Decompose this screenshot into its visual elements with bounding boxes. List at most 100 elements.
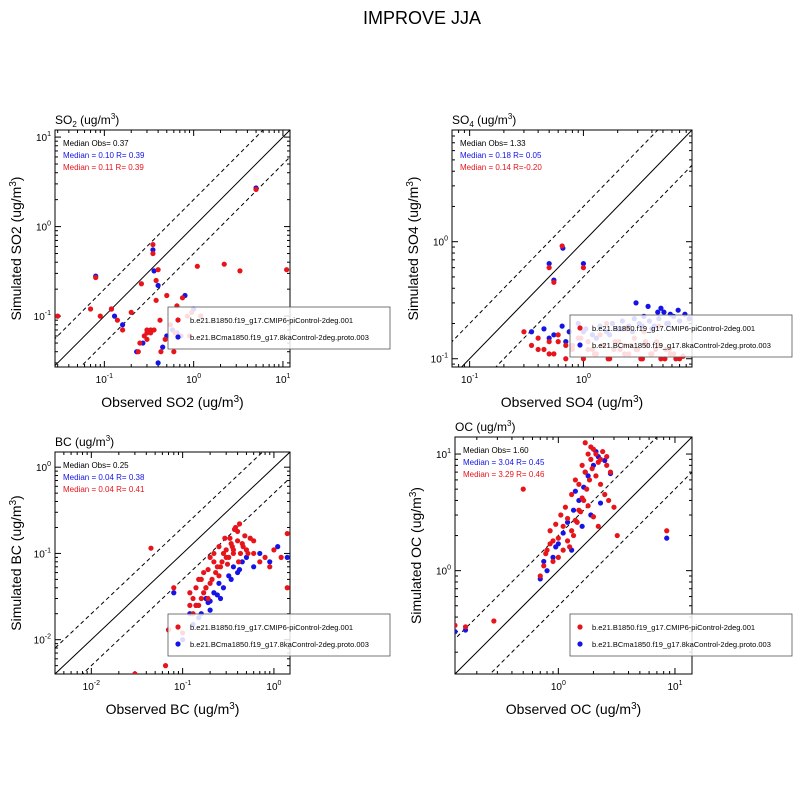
point-series1 [205,595,211,602]
x-axis-label: Observed SO4 (ug/m3) [501,394,643,410]
point-series1 [187,602,193,608]
legend-box [569,314,793,358]
y-tick-base: 10 [34,636,46,647]
point-series2 [570,507,577,513]
point-series2 [111,313,118,319]
x-tick-exp: 0 [197,373,201,380]
point-series2 [655,309,661,315]
y-tick-base: 10 [433,238,445,249]
point-series2 [675,307,681,313]
y-tick-exp: 0 [444,236,448,243]
point-series1 [582,440,588,446]
point-series1 [559,243,565,249]
x-tick-exp: -1 [107,373,113,380]
point-series1 [262,554,268,560]
point-series2 [585,473,591,479]
point-series1 [235,559,242,565]
stats-line-1: Median = 0.04 R= 0.38 [63,473,145,482]
panel-title-end: ) [115,113,119,127]
point-series1 [462,624,469,630]
point-series1 [555,535,561,541]
legend-label-1: b.e21.BCma1850.f19_g17.8kaControl-2deg.p… [190,333,369,342]
y-tick-exp: -1 [442,353,448,360]
point-series2 [171,590,177,596]
point-series1 [611,504,617,510]
point-series1 [203,585,209,591]
legend-label-0: b.e21.B1850.f19_g17.CMIP6-piControl-2deg… [190,316,353,325]
point-series1 [194,263,200,269]
point-series1 [535,346,541,353]
point-series1 [108,306,115,312]
point-series1 [551,279,557,285]
stats-line-1: Median = 0.10 R= 0.39 [63,151,145,160]
x-tick-base: 10 [186,375,198,386]
point-series2 [541,326,547,332]
y-tick-base: 10 [431,355,443,366]
one-to-one-line [55,452,290,674]
point-series1 [595,523,601,529]
panel-title-end: ) [110,435,114,449]
point-series1 [676,356,683,362]
point-series1 [585,451,591,457]
point-series1 [207,580,213,586]
x-tick-base: 10 [551,682,563,693]
point-series2 [150,247,156,253]
point-series2 [580,260,587,267]
y-tick-base: 10 [36,133,48,144]
point-series2 [572,488,578,494]
y-axis-label-end: ) [8,177,24,182]
point-series2 [228,576,234,582]
point-series1 [231,526,238,532]
legend-marker-series2 [175,334,181,340]
point-series1 [593,473,599,479]
x-tick-exp: 1 [679,680,683,687]
y-tick-base: 10 [34,549,46,560]
point-series2 [551,332,557,338]
legend: b.e21.B1850.f19_g17.CMIP6-piControl-2deg… [167,306,391,350]
point-series2 [243,554,250,560]
x-tick-base: 10 [266,682,278,693]
point-series1 [267,564,273,570]
y-axis-label: Simulated OC (ug/m3) [408,487,424,624]
point-series1 [576,507,582,513]
point-series2 [284,554,290,560]
point-series2 [455,629,458,635]
point-series1 [673,356,679,362]
point-series1 [580,356,587,362]
point-series1 [604,462,610,468]
panel-title-sup: 3 [508,112,513,121]
x-tick-label: 10-1 [96,373,113,386]
point-series1 [564,538,571,544]
point-series1 [198,576,204,582]
y-tick-base: 10 [34,312,46,323]
point-series2 [544,568,550,574]
legend-marker-series2 [175,641,181,647]
y-tick-exp: 0 [47,461,51,468]
point-series1 [222,535,228,541]
panel-title: SO2 (ug/m3) [55,112,119,129]
point-series1 [604,454,610,460]
point-series1 [569,528,575,534]
legend-marker-series1 [577,325,583,331]
point-series1 [171,585,177,591]
point-series1 [234,538,241,544]
point-series1 [586,477,593,483]
point-series1 [541,346,547,353]
point-series1 [201,590,207,596]
point-series1 [164,292,170,299]
point-series1 [555,339,561,345]
x-tick-exp: -1 [185,680,191,687]
point-series2 [230,564,237,570]
point-series1 [491,618,497,624]
panel-title-sup: 3 [106,434,111,443]
point-series1 [87,306,94,312]
y-axis-label-sup: 3 [8,181,19,187]
x-tick-base: 10 [461,375,473,386]
y-tick-label: 10-1 [34,310,51,323]
point-series1 [605,356,611,362]
point-series1 [584,486,590,492]
point-series1 [171,349,177,355]
